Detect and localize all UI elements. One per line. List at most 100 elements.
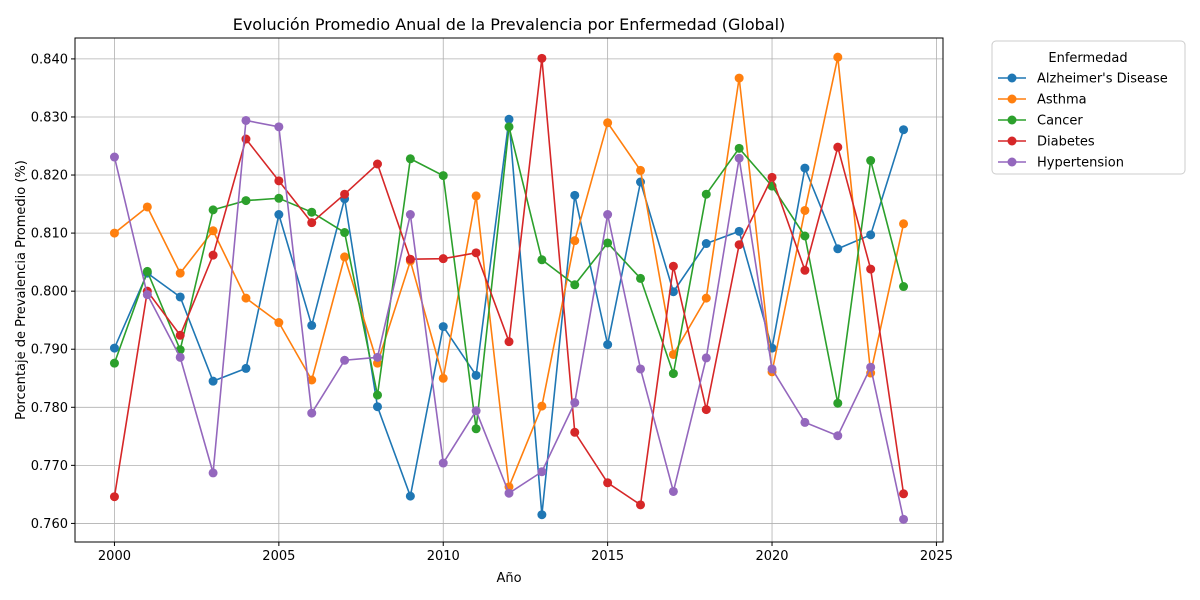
data-point bbox=[438, 322, 448, 332]
data-point bbox=[636, 364, 646, 374]
legend-marker bbox=[1007, 136, 1017, 146]
series-4 bbox=[109, 115, 909, 524]
data-point bbox=[833, 244, 843, 254]
data-point bbox=[537, 467, 547, 477]
data-point bbox=[767, 364, 777, 374]
data-point bbox=[899, 219, 909, 229]
data-point bbox=[175, 268, 185, 278]
chart-title: Evolución Promedio Anual de la Prevalenc… bbox=[233, 15, 786, 34]
data-point bbox=[668, 369, 678, 379]
data-point bbox=[866, 230, 876, 240]
series-0 bbox=[109, 114, 909, 520]
data-point bbox=[800, 205, 810, 215]
data-point bbox=[142, 202, 152, 212]
data-point bbox=[701, 405, 711, 415]
legend-marker bbox=[1007, 94, 1017, 104]
data-point bbox=[438, 373, 448, 383]
data-point bbox=[767, 172, 777, 182]
y-tick-label: 0.800 bbox=[31, 285, 68, 300]
data-point bbox=[504, 122, 514, 132]
data-point bbox=[372, 159, 382, 169]
data-point bbox=[833, 142, 843, 152]
data-point bbox=[340, 355, 350, 365]
data-point bbox=[570, 398, 580, 408]
data-point bbox=[603, 238, 613, 248]
data-point bbox=[701, 293, 711, 303]
data-point bbox=[800, 265, 810, 275]
x-tick-label: 2020 bbox=[755, 549, 788, 564]
legend-label: Hypertension bbox=[1037, 156, 1124, 171]
legend-label: Alzheimer's Disease bbox=[1037, 72, 1168, 87]
data-point bbox=[340, 252, 350, 262]
data-point bbox=[866, 264, 876, 274]
x-axis-label: Año bbox=[496, 571, 521, 586]
data-point bbox=[603, 478, 613, 488]
data-point bbox=[471, 191, 481, 201]
x-axis: 2000 2005 2010 2015 2020 2025 bbox=[98, 542, 953, 564]
data-point bbox=[833, 431, 843, 441]
data-point bbox=[208, 468, 218, 478]
data-point bbox=[307, 207, 317, 217]
data-point bbox=[471, 424, 481, 434]
legend-item: Asthma bbox=[998, 93, 1087, 108]
data-point bbox=[570, 236, 580, 246]
legend-item: Diabetes bbox=[998, 135, 1095, 150]
data-point bbox=[274, 210, 284, 220]
data-point bbox=[537, 255, 547, 265]
data-point bbox=[274, 193, 284, 203]
data-point bbox=[438, 171, 448, 181]
data-point bbox=[636, 500, 646, 510]
data-point bbox=[734, 73, 744, 83]
data-point bbox=[175, 330, 185, 340]
data-point bbox=[175, 352, 185, 362]
series-3 bbox=[109, 53, 909, 510]
data-point bbox=[701, 239, 711, 249]
data-point bbox=[833, 52, 843, 62]
legend-item: Cancer bbox=[998, 114, 1083, 129]
data-point bbox=[504, 114, 514, 124]
data-point bbox=[866, 156, 876, 166]
series-line bbox=[113, 119, 905, 520]
series-lines bbox=[109, 52, 909, 524]
data-point bbox=[636, 165, 646, 175]
legend-marker bbox=[1007, 73, 1017, 83]
data-point bbox=[208, 250, 218, 260]
y-tick-label: 0.840 bbox=[31, 52, 68, 67]
data-point bbox=[241, 293, 251, 303]
x-tick-label: 2015 bbox=[591, 549, 624, 564]
data-point bbox=[603, 118, 613, 128]
data-point bbox=[734, 226, 744, 236]
data-point bbox=[109, 343, 119, 353]
data-point bbox=[570, 427, 580, 437]
series-2 bbox=[109, 122, 909, 434]
data-point bbox=[241, 196, 251, 206]
data-point bbox=[471, 248, 481, 258]
data-point bbox=[899, 282, 909, 292]
gridlines bbox=[75, 38, 943, 542]
data-point bbox=[570, 280, 580, 290]
data-point bbox=[274, 122, 284, 132]
data-point bbox=[734, 153, 744, 163]
data-point bbox=[241, 115, 251, 125]
data-point bbox=[208, 226, 218, 236]
data-point bbox=[340, 189, 350, 199]
legend-title: Enfermedad bbox=[1048, 51, 1127, 66]
y-tick-label: 0.790 bbox=[31, 343, 68, 358]
legend-item: Hypertension bbox=[998, 156, 1124, 171]
y-tick-label: 0.830 bbox=[31, 110, 68, 125]
legend-marker bbox=[1007, 115, 1017, 125]
data-point bbox=[504, 488, 514, 498]
data-point bbox=[372, 390, 382, 400]
data-point bbox=[307, 375, 317, 385]
data-point bbox=[734, 240, 744, 250]
data-point bbox=[372, 352, 382, 362]
data-point bbox=[603, 210, 613, 220]
data-point bbox=[800, 231, 810, 241]
data-point bbox=[142, 266, 152, 276]
data-point bbox=[471, 370, 481, 380]
data-point bbox=[405, 154, 415, 164]
data-point bbox=[307, 320, 317, 330]
data-point bbox=[668, 349, 678, 359]
data-point bbox=[208, 205, 218, 215]
y-tick-label: 0.770 bbox=[31, 459, 68, 474]
